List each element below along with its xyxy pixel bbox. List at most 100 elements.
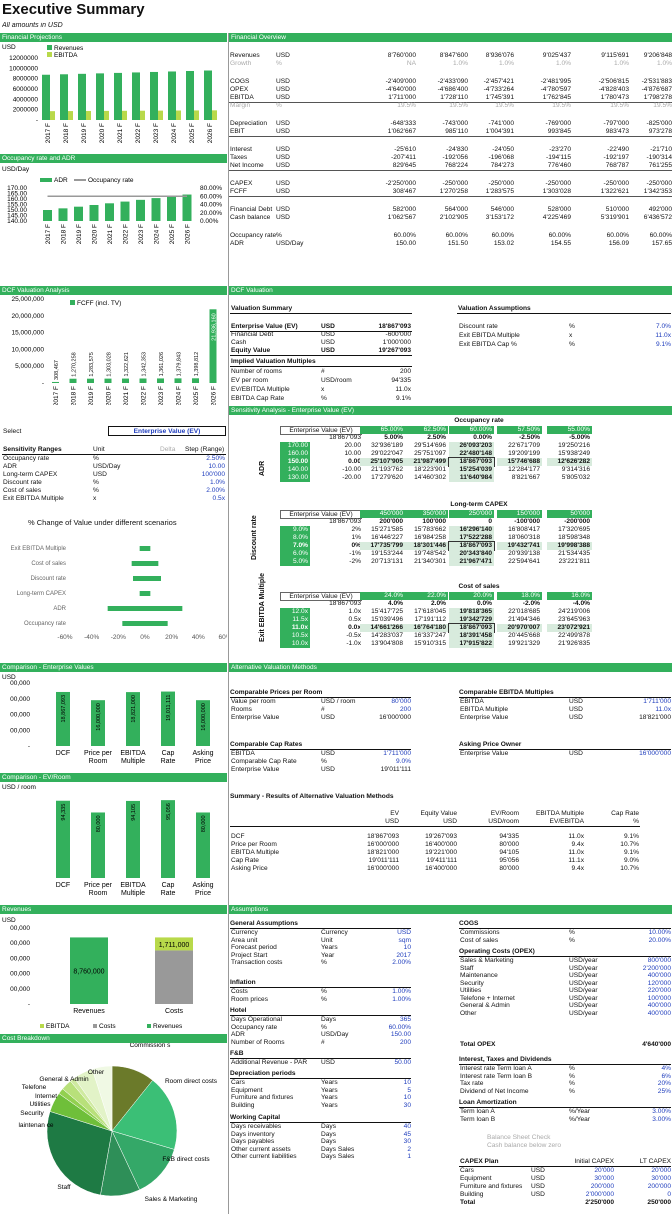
- row-label: EBIT: [230, 128, 245, 135]
- working-capital-title: Working Capital: [230, 1114, 281, 1121]
- range-unit: USD: [93, 471, 107, 478]
- page-title: Executive Summary: [2, 1, 145, 18]
- x-tick-label: 2026 F: [185, 224, 192, 244]
- label-maintenance: laintenan ce: [18, 1122, 53, 1129]
- fb-rule: [230, 1058, 411, 1059]
- ccr-title: Comparable Cap Rates: [230, 741, 303, 748]
- step-header: Step (Range): [185, 446, 225, 453]
- sens-cell: 22'480'148: [449, 450, 494, 458]
- row-value: 3'153'172: [485, 214, 514, 221]
- bar-value-label: 16,000,000: [201, 703, 207, 731]
- sens-cell: 15'783'662: [414, 526, 446, 533]
- depreciation-label: Cars: [231, 1079, 245, 1086]
- y2-tick-label: 80.00%: [200, 185, 222, 192]
- row-label: EBITDA: [230, 94, 254, 101]
- cem-value: 11.0x: [655, 706, 671, 713]
- summary-unit: %: [633, 818, 639, 825]
- assumption-label: Exit EBITDA Multiple: [459, 332, 520, 339]
- row-value: 510'000: [605, 206, 629, 213]
- range-label: Discount rate: [3, 479, 42, 486]
- row-value: 9'115'691: [601, 52, 629, 59]
- x-tick-label: EBITDA: [120, 882, 146, 889]
- opex-title: Operating Costs (OPEX): [459, 948, 535, 955]
- sens-cell: 11'640'984: [449, 474, 494, 482]
- sens-col-header: 150'000: [497, 510, 542, 518]
- tornado-x-tick: 0%: [140, 634, 150, 641]
- depreciation-unit: Years: [321, 1094, 338, 1101]
- working-capital-value: 1: [407, 1153, 411, 1160]
- working-capital-unit: Days: [321, 1123, 337, 1130]
- sens-side-label: Exit EBITDA Multiple: [259, 573, 266, 642]
- hotel-value: 150.00: [390, 1031, 411, 1038]
- opex-label: Security: [460, 979, 484, 987]
- bar-value-label: 18,821,000: [131, 695, 137, 723]
- capex-lt: 200'000: [647, 1183, 671, 1190]
- sens-row-delta: 0%: [351, 542, 361, 549]
- sens-cell: 22'499'878: [558, 632, 590, 639]
- bar-ebitda: [104, 110, 109, 120]
- y-tick-label: 2000000: [13, 107, 39, 114]
- row-value: 768'224: [444, 162, 468, 169]
- summary-unit: USD: [321, 331, 335, 338]
- summary-cell: 9.0%: [623, 857, 639, 864]
- sens-cell: 20'445'668: [508, 632, 540, 639]
- sens-row-header: 11.0x: [280, 624, 310, 632]
- sens-cell: 22'594'641: [508, 558, 540, 565]
- dcf-fcff-chart: FCFF (incl. TV) 25,000,000 20,000,000 15,00…: [11, 296, 217, 405]
- mult-value: 94'335: [391, 377, 411, 384]
- row-value: -4'828'403: [598, 86, 629, 93]
- sens-table-title: Occupancy rate: [454, 417, 504, 424]
- y-tick-label: 15,000,000: [11, 330, 44, 337]
- row-value: -250'000: [488, 180, 514, 187]
- sens-cell: 24'219'006: [558, 608, 590, 615]
- row-unit: USD: [276, 86, 290, 93]
- page-subtitle: All amounts in USD: [2, 22, 63, 29]
- sens-col-delta: 4.0%: [387, 600, 403, 607]
- sens-col-delta: 200'000: [379, 518, 403, 525]
- label-other: Other: [88, 1069, 105, 1076]
- bar-fcff: [174, 378, 182, 383]
- range-unit: %: [93, 479, 99, 486]
- range-label: ADR: [3, 463, 17, 470]
- row-value: -2'481'995: [540, 78, 571, 85]
- capex-label: Building: [460, 1191, 484, 1198]
- bar-value-label: 18,867,093: [61, 695, 67, 723]
- sens-table-title: Long-term CAPEX: [450, 501, 508, 508]
- capex-label: Furniture and fixtures: [460, 1183, 523, 1190]
- assumption-value: 7.0%: [655, 323, 671, 330]
- sens-cell: 29'022'047: [371, 450, 403, 457]
- x-tick-label: 2022 F: [123, 224, 130, 244]
- cogs-label: Commissions: [460, 929, 500, 936]
- y-tick-label: 10000000: [9, 65, 38, 72]
- row-value: -2'250'000: [385, 180, 416, 187]
- y2-tick-label: 40.00%: [200, 202, 222, 209]
- sens-cell: 16'984'258: [414, 534, 446, 541]
- fb-title: F&B: [230, 1050, 244, 1057]
- sens-col-delta: -2.0%: [522, 600, 540, 607]
- sens-row-delta: 2%: [351, 526, 361, 533]
- bar-value-label: 1,303,028: [107, 352, 113, 376]
- opex-label: Utilities: [460, 987, 482, 994]
- depreciation-value: 30: [403, 1101, 411, 1109]
- summary-cell: 80'000: [499, 841, 519, 848]
- select-dropdown[interactable]: Enterprise Value (EV): [108, 426, 226, 436]
- general-label: Project Start: [231, 951, 268, 959]
- row-value: 985'110: [445, 128, 468, 135]
- opex-total-label: Total OPEX: [460, 1041, 496, 1048]
- y-tick-label: 160.00: [7, 196, 27, 203]
- check-label: Balance Sheet Check: [487, 1134, 551, 1141]
- sens-row-delta: 1%: [351, 534, 361, 541]
- cogs-unit: %: [569, 929, 575, 936]
- row-label: Cash balance: [230, 214, 271, 221]
- hotel-unit: USD/Day: [321, 1031, 349, 1038]
- fb-label: Additional Revenue - PAR: [231, 1059, 308, 1066]
- summary-cell: 16'400'000: [425, 865, 457, 872]
- sens-cell: 18'391'458: [449, 632, 494, 640]
- row-unit: USD: [276, 188, 290, 195]
- assumption-unit: %: [569, 341, 575, 348]
- sens-col-header: 24.0%: [360, 592, 405, 600]
- y-tick-label: 8000000: [13, 76, 39, 83]
- sens-col-header: 60.00%: [449, 426, 494, 434]
- bar-adr: [182, 194, 192, 221]
- x-tick-label: DCF: [56, 750, 70, 757]
